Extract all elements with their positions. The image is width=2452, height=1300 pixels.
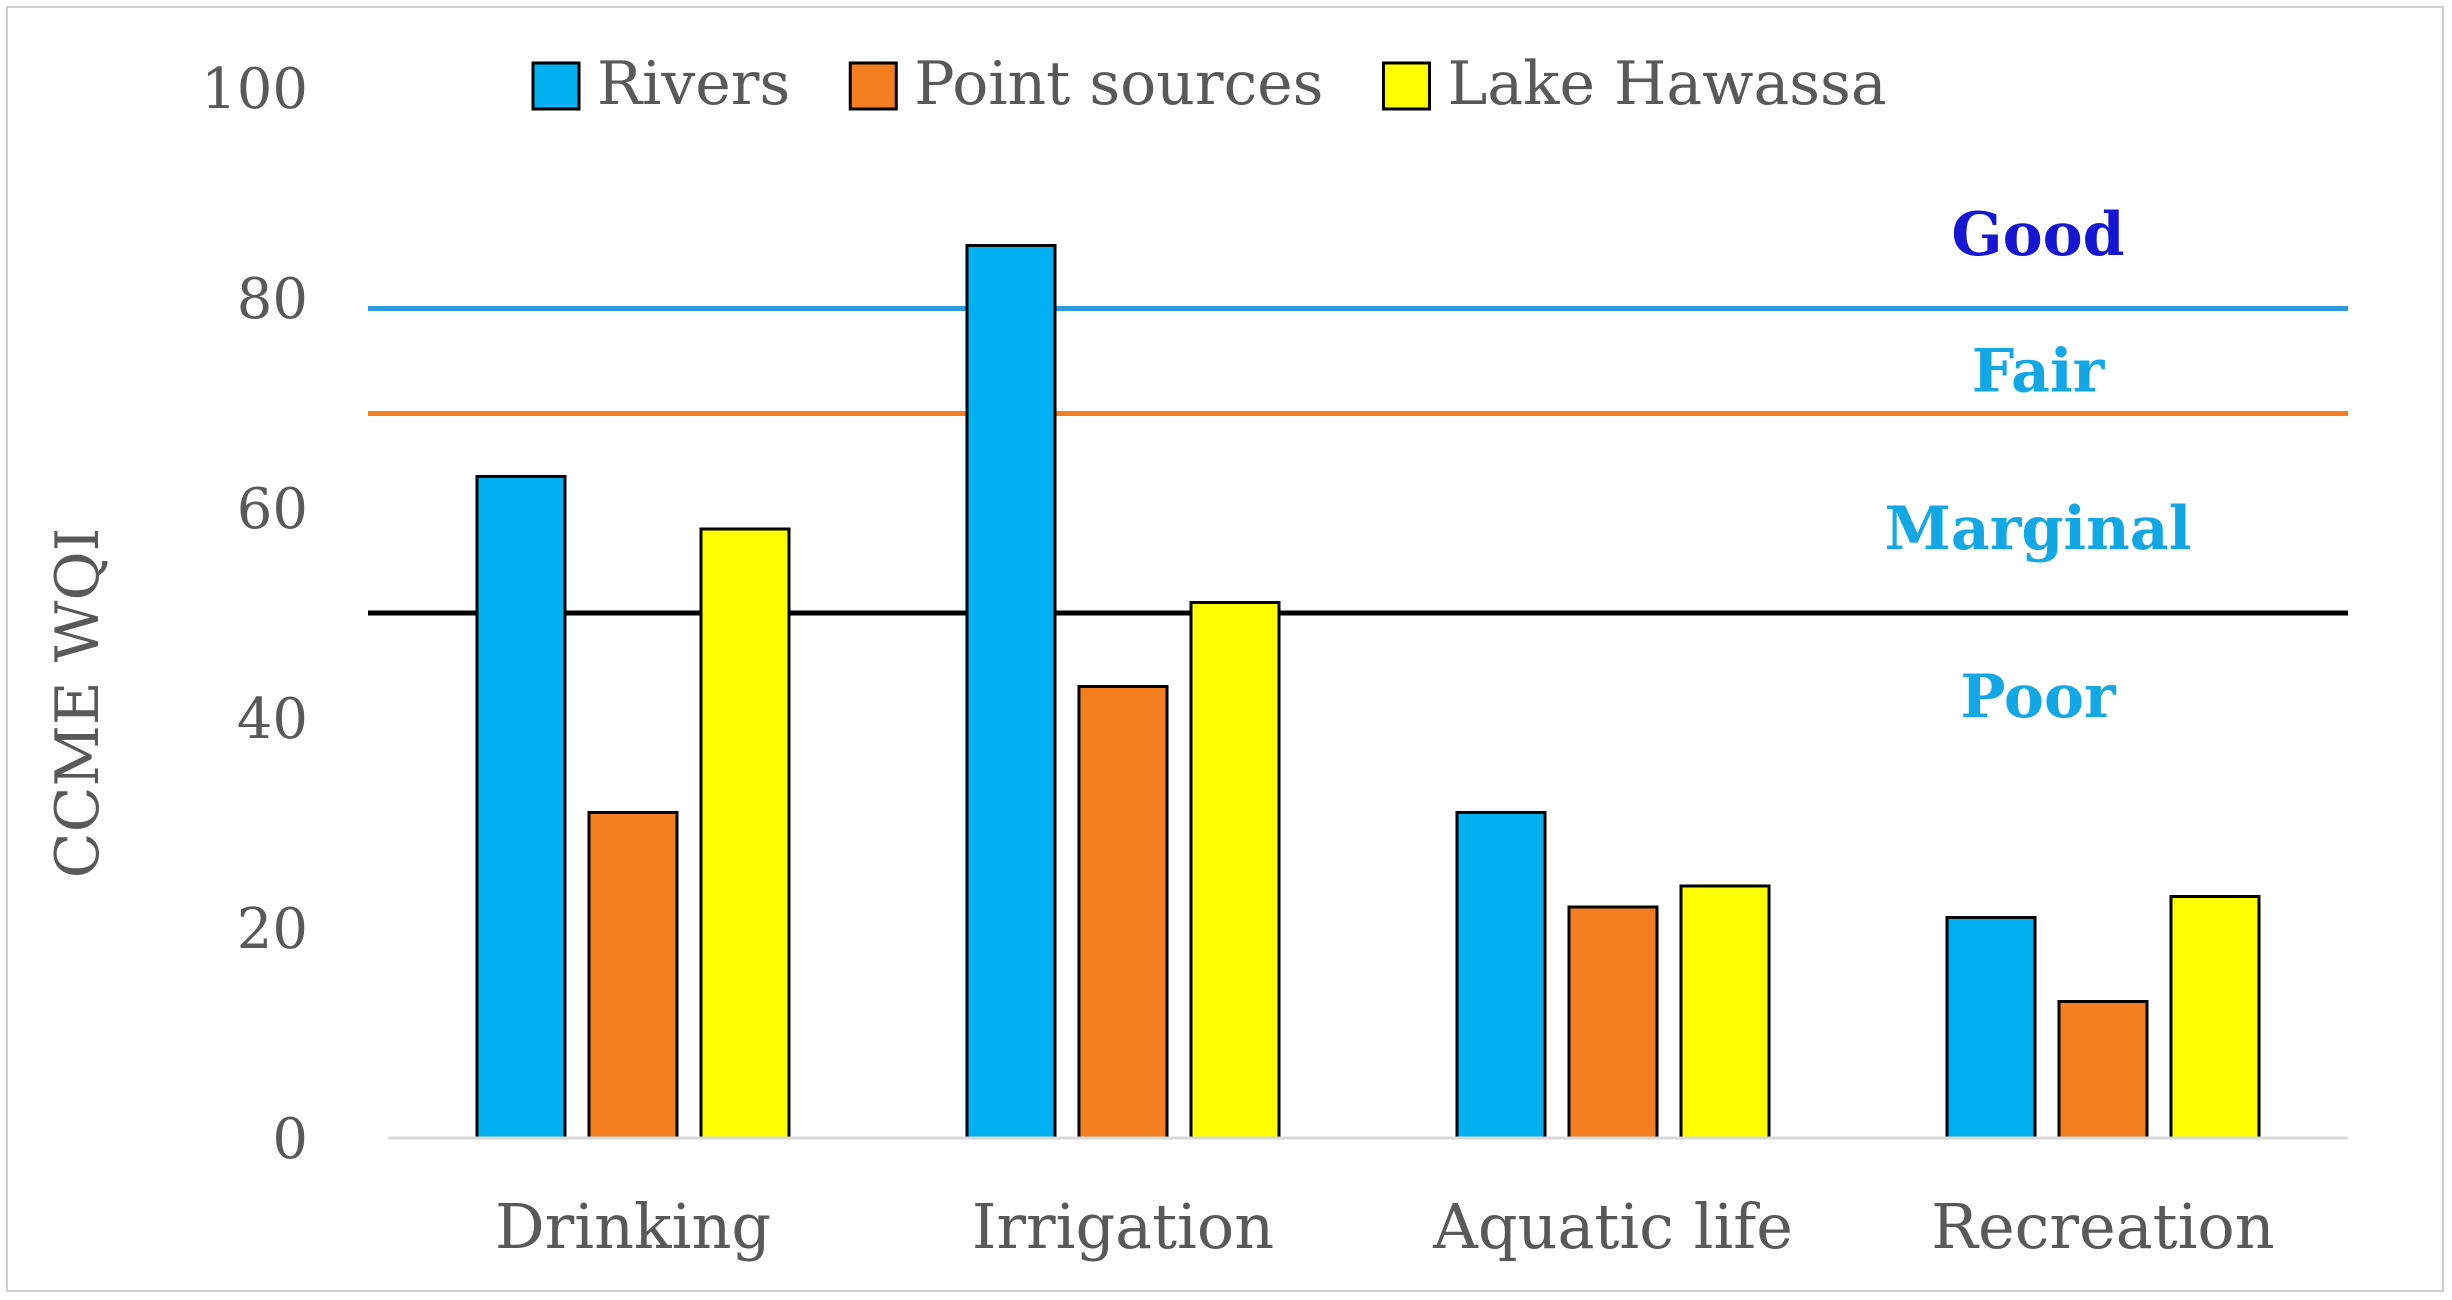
bars [475,244,2261,1140]
legend-swatch-rivers [531,61,581,111]
legend: Rivers Point sources Lake Hawassa [531,49,1887,119]
y-tick-label-100: 100 [201,57,308,122]
bar-point-sources-irrigation[interactable] [1077,685,1169,1140]
legend-label-lake-hawassa: Lake Hawassa [1447,49,1886,119]
bar-lake-hawassa-aquatic-life[interactable] [1679,884,1771,1140]
bar-rivers-drinking[interactable] [475,475,567,1140]
bar-lake-hawassa-recreation[interactable] [2169,895,2261,1140]
x-tick-label-aquatic-life: Aquatic life [1432,1190,1793,1263]
zone-annotations: Good Fair Marginal Poor [1885,200,2192,732]
y-tick-label-40: 40 [237,687,308,752]
x-tick-label-recreation: Recreation [1931,1190,2274,1263]
bar-rivers-aquatic-life[interactable] [1455,811,1547,1140]
legend-swatch-lake-hawassa [1381,61,1431,111]
legend-label-rivers: Rivers [597,49,790,119]
bar-point-sources-drinking[interactable] [587,811,679,1140]
reference-lines [368,306,2348,616]
chart-frame: 0 20 40 60 80 100 CCME WQI Drinking Irrigation Aq… [6,6,2444,1292]
axis: 0 20 40 60 80 100 CCME WQI Drinking Irrigation Aq… [43,57,2348,1263]
bar-rivers-irrigation[interactable] [965,244,1057,1140]
zone-label-poor: Poor [1960,662,2117,732]
y-axis-title: CCME WQI [43,528,113,879]
y-tick-label-80: 80 [237,267,308,332]
chart-svg: 0 20 40 60 80 100 CCME WQI Drinking Irrigation Aq… [43,49,2348,1263]
bar-lake-hawassa-irrigation[interactable] [1189,601,1281,1140]
y-tick-label-60: 60 [237,477,308,542]
bar-point-sources-recreation[interactable] [2057,1000,2149,1140]
bar-point-sources-aquatic-life[interactable] [1567,905,1659,1140]
bar-lake-hawassa-drinking[interactable] [699,527,791,1140]
zone-label-good: Good [1951,200,2124,270]
x-tick-label-irrigation: Irrigation [972,1190,1274,1263]
zone-label-marginal: Marginal [1885,494,2192,564]
bar-rivers-recreation[interactable] [1945,916,2037,1140]
y-tick-label-20: 20 [237,897,308,962]
legend-label-point-sources: Point sources [914,49,1323,119]
zone-label-fair: Fair [1972,337,2106,407]
legend-swatch-point-sources [848,61,898,111]
x-tick-label-drinking: Drinking [495,1190,771,1263]
y-tick-label-0: 0 [272,1107,308,1172]
